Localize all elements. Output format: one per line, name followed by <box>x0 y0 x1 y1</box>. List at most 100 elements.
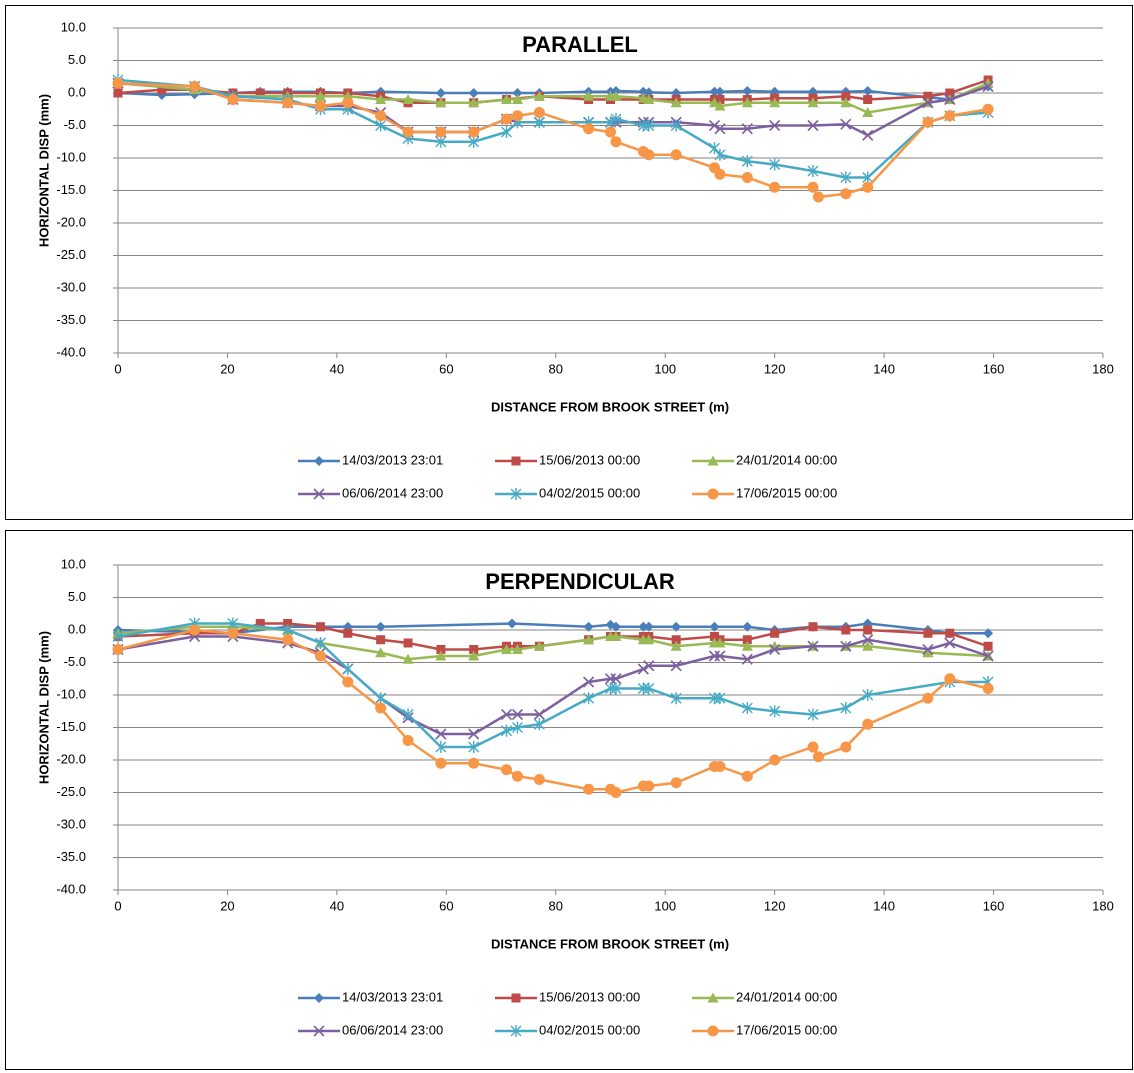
marker <box>501 94 513 104</box>
marker <box>643 149 655 161</box>
marker <box>511 993 521 1003</box>
y-tick-label: 0.0 <box>68 621 86 636</box>
marker <box>468 728 480 740</box>
x-tick-label: 180 <box>1092 898 1114 913</box>
marker <box>227 627 239 639</box>
marker <box>533 116 545 129</box>
marker <box>862 171 874 184</box>
marker <box>741 770 753 782</box>
marker <box>769 97 781 108</box>
marker <box>742 635 752 645</box>
marker <box>610 136 622 148</box>
marker <box>812 191 824 203</box>
legend-label: 04/02/2015 00:00 <box>539 1022 640 1037</box>
x-tick-label: 20 <box>220 898 234 913</box>
marker <box>227 94 239 105</box>
marker <box>533 90 545 101</box>
marker <box>769 181 781 193</box>
marker <box>922 97 934 109</box>
marker <box>840 188 852 200</box>
marker <box>714 148 726 161</box>
marker <box>769 754 781 766</box>
x-tick-label: 180 <box>1092 361 1114 376</box>
marker <box>982 80 994 93</box>
marker <box>670 97 682 108</box>
y-tick-label: -35.0 <box>56 312 86 327</box>
marker <box>670 149 682 161</box>
marker <box>313 488 325 500</box>
marker <box>342 676 354 688</box>
marker <box>808 622 818 632</box>
marker <box>435 650 447 661</box>
marker <box>670 640 682 651</box>
marker <box>314 90 326 101</box>
marker <box>501 113 513 125</box>
marker <box>501 764 513 776</box>
marker <box>944 110 956 122</box>
marker <box>342 97 354 109</box>
marker <box>533 708 545 721</box>
marker <box>922 116 934 128</box>
marker <box>375 621 386 632</box>
marker <box>807 640 819 652</box>
marker <box>435 757 447 769</box>
marker <box>671 621 682 632</box>
marker <box>742 621 753 632</box>
x-tick-label: 60 <box>439 898 453 913</box>
y-tick-label: -40.0 <box>56 344 86 359</box>
marker <box>436 645 446 654</box>
marker <box>375 94 387 104</box>
marker <box>435 88 446 98</box>
legend-label: 17/06/2015 00:00 <box>736 1022 837 1037</box>
marker <box>944 673 956 685</box>
marker <box>314 993 324 1003</box>
y-tick-label: -20.0 <box>56 214 86 229</box>
marker <box>501 724 513 737</box>
marker <box>862 129 874 141</box>
marker <box>255 619 265 628</box>
marker <box>468 741 480 753</box>
x-tick-label: 40 <box>330 898 344 913</box>
marker <box>533 774 545 785</box>
marker <box>709 632 719 641</box>
marker <box>643 621 654 632</box>
series-line <box>117 82 989 199</box>
marker <box>435 97 447 108</box>
marker <box>643 87 654 98</box>
marker <box>610 673 622 685</box>
marker <box>583 634 595 645</box>
marker <box>533 107 545 118</box>
marker <box>313 1025 325 1037</box>
legend-label: 14/03/2013 23:01 <box>342 452 443 467</box>
marker <box>741 702 753 714</box>
marker <box>862 689 874 701</box>
legend-label: 15/06/2013 00:00 <box>539 989 640 1004</box>
y-tick-label: -35.0 <box>56 849 86 864</box>
series-line <box>117 622 989 749</box>
marker <box>643 634 655 645</box>
marker <box>840 702 852 714</box>
y-tick-label: -20.0 <box>56 751 86 766</box>
y-tick-label: 5.0 <box>68 589 86 604</box>
marker <box>841 91 851 101</box>
marker <box>741 97 753 108</box>
marker <box>769 119 781 132</box>
marker <box>944 637 956 649</box>
marker <box>670 660 682 672</box>
marker <box>643 682 655 695</box>
marker <box>708 97 720 108</box>
marker <box>342 663 354 675</box>
marker <box>742 86 753 97</box>
marker <box>863 95 873 104</box>
marker <box>707 1025 719 1037</box>
marker <box>227 617 239 630</box>
marker <box>714 637 726 648</box>
marker <box>402 735 414 746</box>
marker <box>709 86 720 97</box>
marker <box>841 625 851 635</box>
x-tick-label: 80 <box>549 361 563 376</box>
chart-frame <box>5 530 1133 1070</box>
marker <box>511 721 523 734</box>
x-tick-label: 0 <box>114 361 121 376</box>
